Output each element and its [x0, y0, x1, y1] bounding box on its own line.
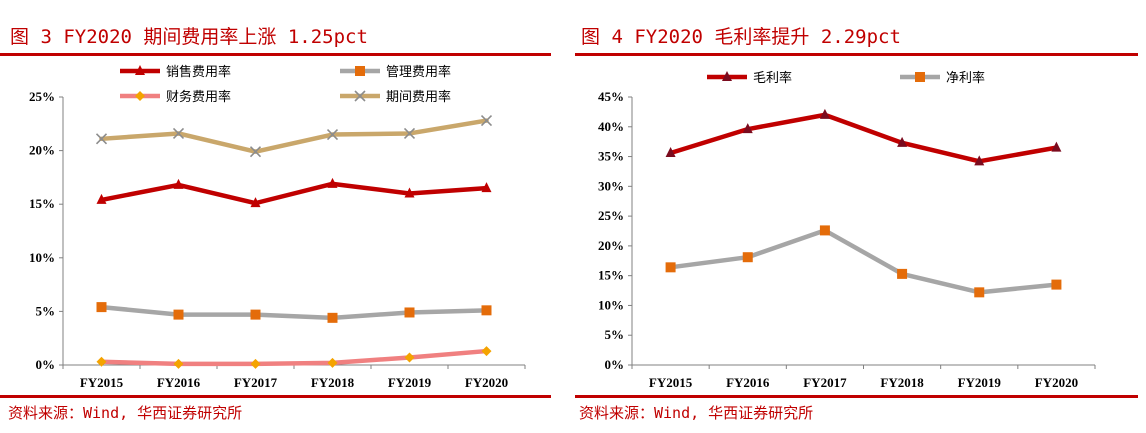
- left-title-rule: [0, 53, 551, 56]
- y-tick-label: 30%: [598, 178, 624, 193]
- right-figure: 图 4 FY2020 毛利率提升 2.29pct 0% 5% 10% 15% 20% 25…: [575, 0, 1146, 433]
- right-chart: 0% 5% 10% 15% 20% 25% 30% 35% 40% 45% FY2015 FY2016…: [598, 70, 1096, 390]
- x-tick-label: FY2018: [880, 375, 924, 390]
- x-tick-label: FY2016: [157, 375, 201, 390]
- y-tick-label: 0%: [36, 357, 56, 372]
- y-tick-label: 10%: [598, 297, 624, 312]
- y-tick-label: 0%: [605, 357, 625, 372]
- legend-marker: [354, 90, 366, 102]
- y-tick-label: 25%: [598, 208, 624, 223]
- data-point-series-3: [173, 358, 184, 369]
- y-tick-label: 40%: [598, 119, 624, 134]
- right-title-rule: [575, 53, 1138, 56]
- data-point-series-3: [250, 358, 261, 369]
- legend-label: 财务费用率: [166, 89, 231, 105]
- data-point-series-1: [974, 155, 985, 166]
- legend-marker: [355, 66, 365, 76]
- data-point-series-1: [665, 146, 676, 157]
- data-point-series-1: [897, 136, 908, 147]
- x-tick-label: FY2017: [803, 375, 847, 390]
- data-point-series-1: [250, 197, 261, 208]
- y-tick-label: 20%: [598, 238, 624, 253]
- y-tick-label: 5%: [605, 327, 625, 342]
- legend-marker: [722, 71, 732, 81]
- left-figure-title: 图 3 FY2020 期间费用率上涨 1.25pct: [10, 26, 368, 48]
- left-source-rule: [0, 395, 551, 398]
- data-point-series-4: [326, 128, 339, 141]
- data-point-series-4: [95, 133, 108, 145]
- left-figure: 图 3 FY2020 期间费用率上涨 1.25pct 0% 5% 10% 15% 20%…: [0, 0, 555, 433]
- x-tick-label: FY2018: [311, 375, 355, 390]
- data-point-series-3: [96, 356, 107, 367]
- data-point-series-2: [1051, 279, 1062, 290]
- data-point-series-1: [481, 182, 492, 193]
- data-point-series-2: [173, 309, 184, 320]
- series-line-1: [668, 112, 1059, 164]
- y-tick-label: 45%: [598, 89, 624, 104]
- y-tick-label: 25%: [29, 89, 55, 104]
- data-point-series-1: [1051, 141, 1062, 152]
- legend-marker: [135, 65, 145, 75]
- data-point-series-1: [96, 193, 107, 204]
- data-point-series-4: [172, 127, 185, 140]
- y-tick-label: 20%: [29, 143, 55, 158]
- y-tick-label: 10%: [29, 250, 55, 265]
- x-tick-label: FY2017: [234, 375, 278, 390]
- series-line-2: [668, 228, 1059, 295]
- x-tick-label: FY2019: [388, 375, 432, 390]
- data-point-series-3: [327, 357, 338, 368]
- data-point-series-4: [249, 146, 262, 158]
- data-point-series-2: [742, 252, 753, 263]
- y-tick-label: 35%: [598, 149, 624, 164]
- series-line-1: [99, 181, 489, 206]
- legend-label: 净利率: [946, 70, 985, 86]
- right-figure-title: 图 4 FY2020 毛利率提升 2.29pct: [581, 26, 901, 48]
- legend-label: 毛利率: [753, 70, 792, 86]
- data-point-series-1: [173, 178, 184, 189]
- data-point-series-3: [404, 352, 415, 363]
- data-point-series-2: [404, 307, 415, 318]
- legend-marker: [915, 72, 925, 82]
- data-point-series-2: [897, 268, 908, 279]
- data-point-series-1: [404, 187, 415, 198]
- x-tick-label: FY2016: [726, 375, 770, 390]
- y-tick-label: 5%: [36, 303, 56, 318]
- legend-label: 期间费用率: [386, 89, 451, 105]
- x-tick-label: FY2020: [1035, 375, 1078, 390]
- data-point-series-3: [481, 346, 492, 357]
- data-point-series-4: [480, 115, 493, 127]
- left-source-note: 资料来源：Wind, 华西证券研究所: [8, 404, 243, 422]
- legend-label: 销售费用率: [166, 64, 231, 80]
- right-source-note: 资料来源：Wind, 华西证券研究所: [579, 404, 814, 422]
- legend-label: 管理费用率: [386, 64, 451, 80]
- data-point-series-4: [403, 127, 416, 140]
- y-tick-label: 15%: [29, 196, 55, 211]
- data-point-series-1: [819, 108, 830, 119]
- data-point-series-2: [481, 305, 492, 316]
- data-point-series-2: [974, 287, 985, 298]
- data-point-series-2: [819, 225, 830, 236]
- x-tick-label: FY2020: [465, 375, 508, 390]
- data-point-series-2: [665, 262, 676, 273]
- right-source-rule: [575, 395, 1138, 398]
- legend-marker: [135, 91, 145, 101]
- x-tick-label: FY2015: [649, 375, 693, 390]
- data-point-series-2: [250, 309, 261, 320]
- series-line-4: [99, 118, 489, 154]
- left-chart: 0% 5% 10% 15% 20% 25% FY2015 FY2016 FY2017 FY2018…: [29, 64, 526, 390]
- data-point-series-2: [327, 312, 338, 323]
- y-tick-label: 15%: [598, 268, 624, 283]
- x-tick-label: FY2019: [958, 375, 1002, 390]
- x-tick-label: FY2015: [80, 375, 124, 390]
- data-point-series-1: [327, 177, 338, 188]
- data-point-series-2: [96, 302, 107, 313]
- series-line-3: [99, 348, 489, 367]
- data-point-series-1: [742, 123, 753, 134]
- series-line-2: [99, 304, 489, 321]
